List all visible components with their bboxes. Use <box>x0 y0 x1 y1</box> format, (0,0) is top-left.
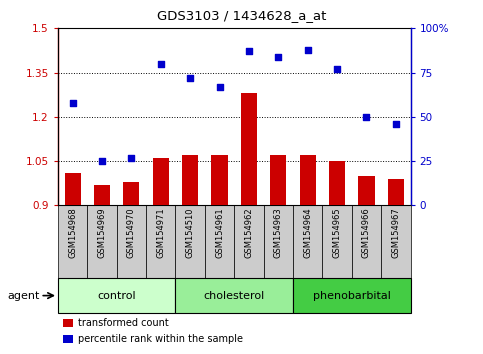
FancyBboxPatch shape <box>205 205 234 278</box>
Point <box>69 100 76 105</box>
Bar <box>270 155 286 205</box>
Text: GSM154962: GSM154962 <box>244 207 254 258</box>
Bar <box>388 179 404 205</box>
FancyBboxPatch shape <box>293 278 411 313</box>
Bar <box>358 176 374 205</box>
Point <box>157 61 165 67</box>
Text: control: control <box>98 291 136 301</box>
Text: GSM154961: GSM154961 <box>215 207 224 258</box>
Text: GSM154510: GSM154510 <box>185 207 195 258</box>
Text: transformed count: transformed count <box>78 318 169 328</box>
Point <box>333 66 341 72</box>
Text: GSM154964: GSM154964 <box>303 207 312 258</box>
FancyBboxPatch shape <box>87 205 117 278</box>
Bar <box>329 161 345 205</box>
FancyBboxPatch shape <box>234 205 264 278</box>
Text: GSM154970: GSM154970 <box>127 207 136 258</box>
Text: GDS3103 / 1434628_a_at: GDS3103 / 1434628_a_at <box>157 9 326 22</box>
Text: percentile rank within the sample: percentile rank within the sample <box>78 334 243 344</box>
FancyBboxPatch shape <box>146 205 175 278</box>
Bar <box>182 155 198 205</box>
Point <box>392 121 400 127</box>
Point <box>363 114 370 120</box>
Point <box>128 155 135 160</box>
Text: GSM154967: GSM154967 <box>391 207 400 258</box>
Point <box>274 54 282 59</box>
FancyBboxPatch shape <box>117 205 146 278</box>
Bar <box>123 182 140 205</box>
Text: GSM154971: GSM154971 <box>156 207 165 258</box>
FancyBboxPatch shape <box>352 205 381 278</box>
Text: cholesterol: cholesterol <box>204 291 265 301</box>
Point <box>98 158 106 164</box>
FancyBboxPatch shape <box>175 278 293 313</box>
Bar <box>153 158 169 205</box>
Point <box>216 84 224 90</box>
Bar <box>65 173 81 205</box>
Bar <box>299 155 316 205</box>
FancyBboxPatch shape <box>58 278 175 313</box>
FancyBboxPatch shape <box>58 205 87 278</box>
FancyBboxPatch shape <box>175 205 205 278</box>
Text: agent: agent <box>7 291 40 301</box>
FancyBboxPatch shape <box>381 205 411 278</box>
Text: GSM154965: GSM154965 <box>333 207 341 258</box>
Point <box>186 75 194 81</box>
FancyBboxPatch shape <box>264 205 293 278</box>
Bar <box>94 185 110 205</box>
Bar <box>241 93 257 205</box>
Bar <box>212 155 227 205</box>
Text: GSM154969: GSM154969 <box>98 207 107 258</box>
Point <box>304 47 312 52</box>
Text: phenobarbital: phenobarbital <box>313 291 391 301</box>
FancyBboxPatch shape <box>323 205 352 278</box>
Text: GSM154968: GSM154968 <box>68 207 77 258</box>
Text: GSM154966: GSM154966 <box>362 207 371 258</box>
FancyBboxPatch shape <box>293 205 323 278</box>
Text: GSM154963: GSM154963 <box>274 207 283 258</box>
Point <box>245 48 253 54</box>
